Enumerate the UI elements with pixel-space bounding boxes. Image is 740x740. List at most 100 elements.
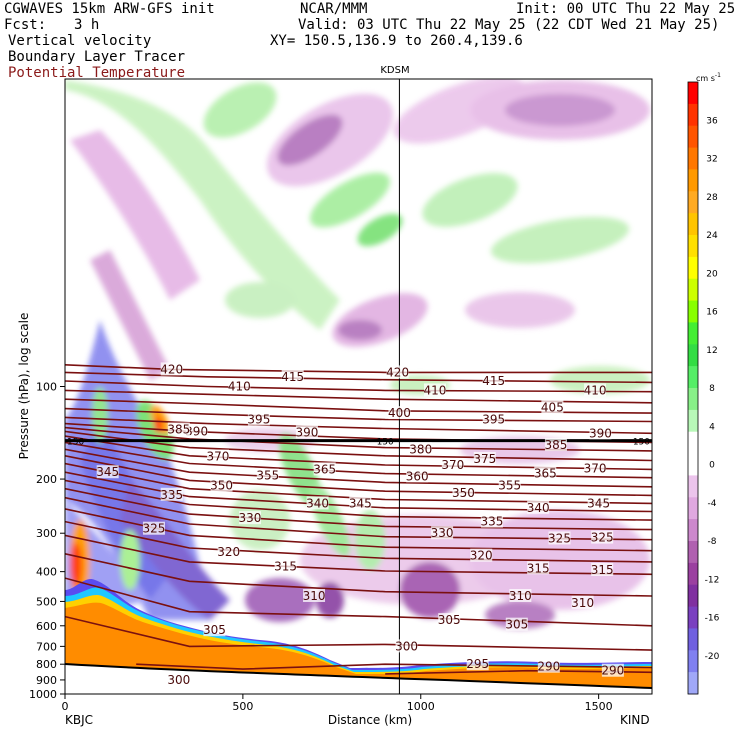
theta-label-bg [274,559,297,573]
colorbar-swatch [688,322,698,345]
theta-label-bg [228,379,251,393]
theta-label-bg [571,595,594,609]
colorbar: 36 32 28 24 20 16 12 8 4 0 -4 -8 -12 -16 -20 [687,81,720,695]
colorbar-tick--12: -12 [705,575,720,585]
colorbar-swatch [688,453,698,476]
theta-label-bg [534,466,557,480]
colorbar-swatch [688,278,698,302]
colorbar-frame [687,81,699,695]
theta-contour-405 [65,389,652,404]
theta-label-290: 290 [537,660,560,674]
colorbar-swatch [688,431,698,455]
colorbar-swatch [688,541,698,564]
colorbar-swatch [688,584,698,608]
colorbar-tick-32: 32 [706,155,717,165]
colorbar-swatch [688,125,698,149]
theta-label-bg [527,561,550,575]
theta-label-335: 335 [160,488,183,502]
theta-label-bg [281,369,304,383]
theta-label-bg [160,487,183,501]
theta-label-bg [313,462,336,476]
theta-label-290: 290 [601,664,624,678]
theta-label-bg [386,365,409,379]
colorbar-swatch [688,191,698,214]
colorbar-swatch [688,497,698,520]
theta-label-420: 420 [160,362,183,376]
left-station-label: KBJC [65,713,93,727]
theta-contour-330 [65,496,652,541]
colorbar-swatch [688,519,698,542]
theta-label-bg [509,588,532,602]
colorbar-swatch [688,366,698,389]
theta-label-370: 370 [207,450,230,464]
theta-label-bg [96,465,119,479]
theta-contour-345 [65,471,652,513]
theta-label-320: 320 [470,549,493,563]
theta-label-325: 325 [548,531,571,545]
y-tick-label-700: 700 [36,640,57,653]
theta-label-310: 310 [509,589,532,603]
theta-label-340: 340 [306,496,329,510]
theta-label-305: 305 [438,613,461,627]
theta-label-310: 310 [303,589,326,603]
theta-label-bg [505,617,528,631]
theta-label-325: 325 [142,522,165,536]
model-title: CGWAVES 15km ARW-GFS init [4,1,215,17]
theta-label-bg [584,461,607,475]
theta-label-395: 395 [247,412,270,426]
theta-label-400: 400 [388,406,411,420]
y-axis-label: Pressure (hPa), log scale [17,313,31,460]
tropopause-label-1: 150 [377,438,394,448]
colorbar-tick-20: 20 [706,269,718,279]
theta-label-bg [295,425,318,439]
theta-contour-355 [65,455,652,497]
y-tick-label-300: 300 [36,527,57,540]
colorbar-units: cm s-1 [696,72,721,83]
theta-label-390: 390 [295,425,318,439]
colorbar-swatch [688,388,698,411]
colorbar-tick-28: 28 [706,193,718,203]
theta-label-405: 405 [541,400,564,414]
field-boundary-layer-tracer: Boundary Layer Tracer [8,49,186,65]
colorbar-swatch [688,562,698,586]
theta-contour-325 [65,508,652,552]
field-vertical-velocity: Vertical velocity [8,33,152,49]
colorbar-swatch [688,409,698,433]
colorbar-tick-36: 36 [706,116,718,126]
theta-label-bg [217,544,240,558]
theta-label-bg [482,374,505,388]
theta-label-415: 415 [281,370,304,384]
theta-label-bg [406,469,429,483]
theta-label-310: 310 [571,596,594,610]
theta-label-410: 410 [584,383,607,397]
theta-label-bg [423,383,446,397]
theta-label-bg [480,514,503,528]
theta-label-380: 380 [409,442,432,456]
theta-label-bg [238,511,261,525]
theta-contour-350 [65,462,652,505]
colorbar-tick-12: 12 [706,346,717,356]
y-tick-label-500: 500 [36,595,57,608]
theta-label-350: 350 [452,486,475,500]
theta-label-315: 315 [591,563,614,577]
theta-label-bg [409,442,432,456]
y-tick-label-1000: 1000 [29,688,57,701]
theta-label-300: 300 [395,639,418,653]
theta-label-bg [142,521,165,535]
theta-label-355: 355 [498,479,521,493]
theta-label-385: 385 [544,438,567,452]
colorbar-swatch [688,606,698,629]
colorbar-swatch [688,213,698,236]
theta-label-bg [247,412,270,426]
theta-label-345: 345 [349,496,372,510]
theta-label-bg [470,548,493,562]
colorbar-swatch [688,103,698,127]
colorbar-swatch [688,256,698,280]
theta-contour-340 [65,479,652,521]
theta-contour-380 [65,426,652,452]
theta-label-420: 420 [386,365,409,379]
cross-section-coords: XY= 150.5,136.9 to 260.4,139.6 [270,33,523,49]
theta-label-bg [537,659,560,673]
theta-label-315: 315 [527,561,550,575]
mid-station-label: KDSM [380,65,409,76]
